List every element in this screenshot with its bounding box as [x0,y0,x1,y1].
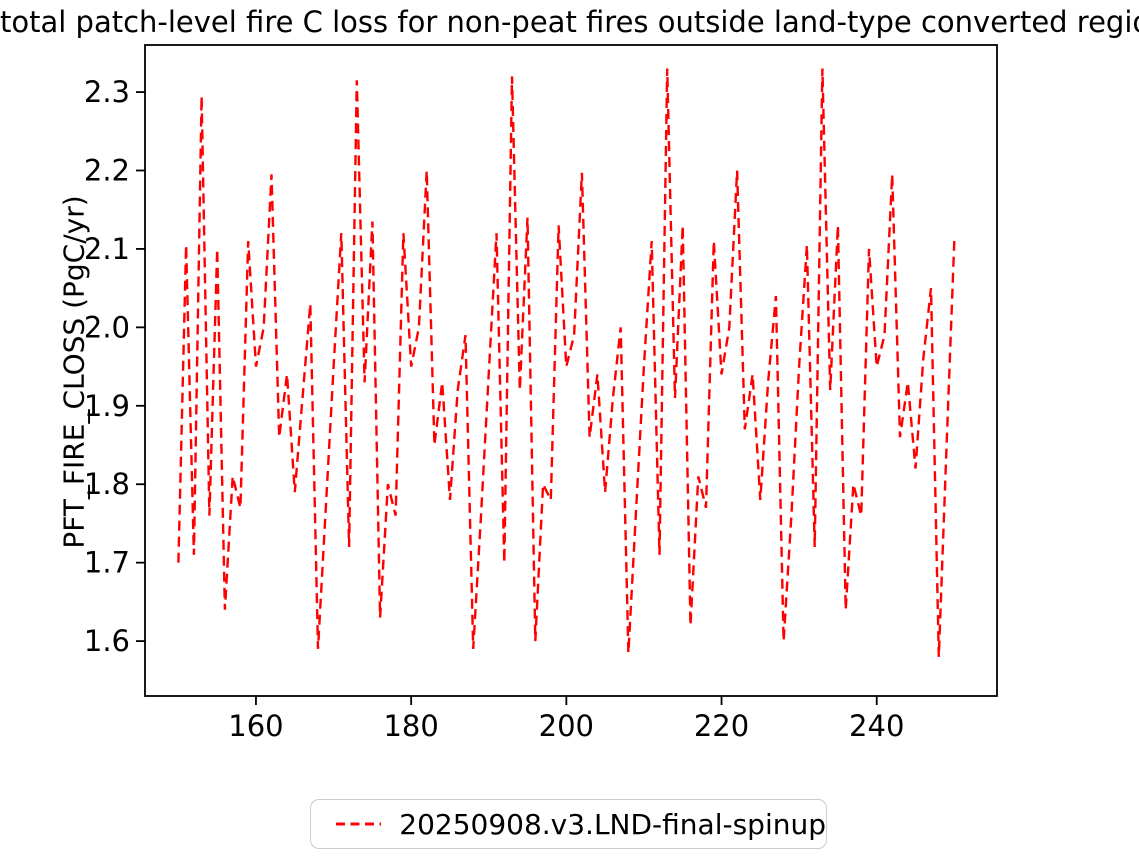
y-tick-label: 2.1 [84,232,130,266]
x-tick-label: 220 [694,709,749,743]
legend: 20250908.v3.LND-final-spinup [310,799,827,849]
x-tick-label: 200 [539,709,594,743]
y-tick-label: 1.6 [84,624,130,658]
y-tick-label: 1.7 [84,546,130,580]
y-tick-label: 2.3 [84,75,130,109]
y-tick-label: 1.9 [84,389,130,423]
page-title: total patch-level fire C loss for non-pe… [0,5,1139,39]
y-tick-label: 2.0 [84,310,130,344]
y-tick-label: 2.2 [84,153,130,187]
plot-area [144,44,998,697]
y-tick-label: 1.8 [84,467,130,501]
x-tick-label: 240 [849,709,904,743]
x-tick-label: 160 [228,709,283,743]
x-tick-label: 180 [383,709,438,743]
legend-label: 20250908.v3.LND-final-spinup [399,807,826,841]
plot-canvas: 160 180 200 220 240 1.6 1.7 1.8 1.9 2.0 2.1 2.2 2.3 [84,44,998,743]
legend-dashed-line-swatch [336,822,382,826]
data-line-20250908.v3.LND-final-spinup [177,68,956,657]
